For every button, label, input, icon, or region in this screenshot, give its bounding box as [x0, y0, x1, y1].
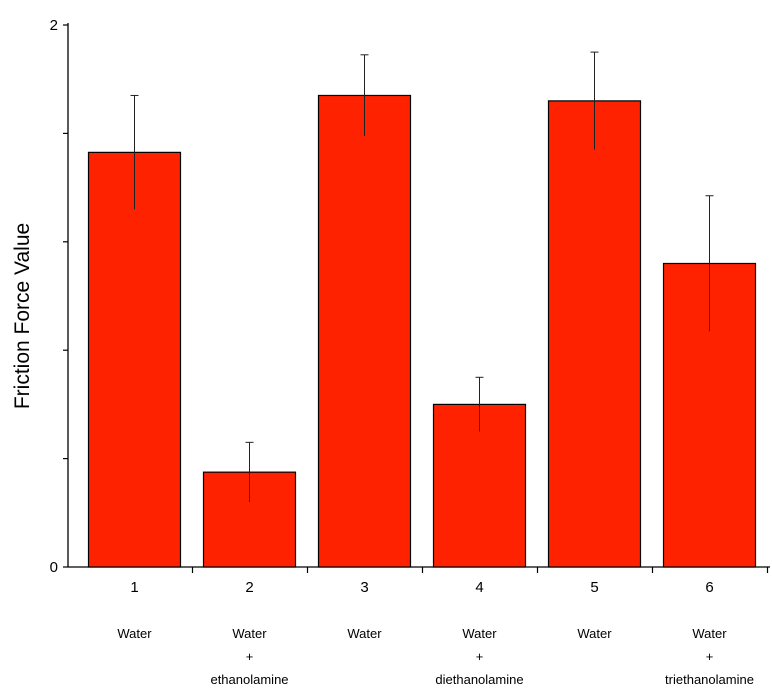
- y-tick-label: 2: [50, 17, 58, 34]
- category-description: Water: [347, 626, 382, 641]
- category-description: +: [246, 649, 254, 664]
- bar: [317, 94, 412, 568]
- x-tick-label: 4: [475, 579, 483, 596]
- bar: [87, 151, 182, 568]
- category-description: ethanolamine: [210, 672, 288, 687]
- ticks: [63, 24, 769, 573]
- labels: 0 2 Friction Force Value 1 Water 2 Water + ethan…: [11, 17, 754, 687]
- category-description: Water: [577, 626, 612, 641]
- y-tick-label: 0: [50, 559, 58, 576]
- error-bars: [130, 51, 714, 502]
- category-description: +: [706, 649, 714, 664]
- x-tick-label: 5: [590, 579, 598, 596]
- bar: [547, 100, 642, 568]
- bars: [87, 94, 757, 568]
- category-description: +: [476, 649, 484, 664]
- x-tick-label: 2: [245, 579, 253, 596]
- y-axis-title: Friction Force Value: [11, 223, 34, 409]
- x-tick-label: 1: [130, 579, 138, 596]
- category-description: Water: [692, 626, 727, 641]
- category-description: Water: [232, 626, 267, 641]
- category-description: diethanolamine: [435, 672, 523, 687]
- x-tick-label: 6: [705, 579, 713, 596]
- category-description: triethanolamine: [665, 672, 754, 687]
- category-description: Water: [117, 626, 152, 641]
- category-description: Water: [462, 626, 497, 641]
- x-tick-label: 3: [360, 579, 368, 596]
